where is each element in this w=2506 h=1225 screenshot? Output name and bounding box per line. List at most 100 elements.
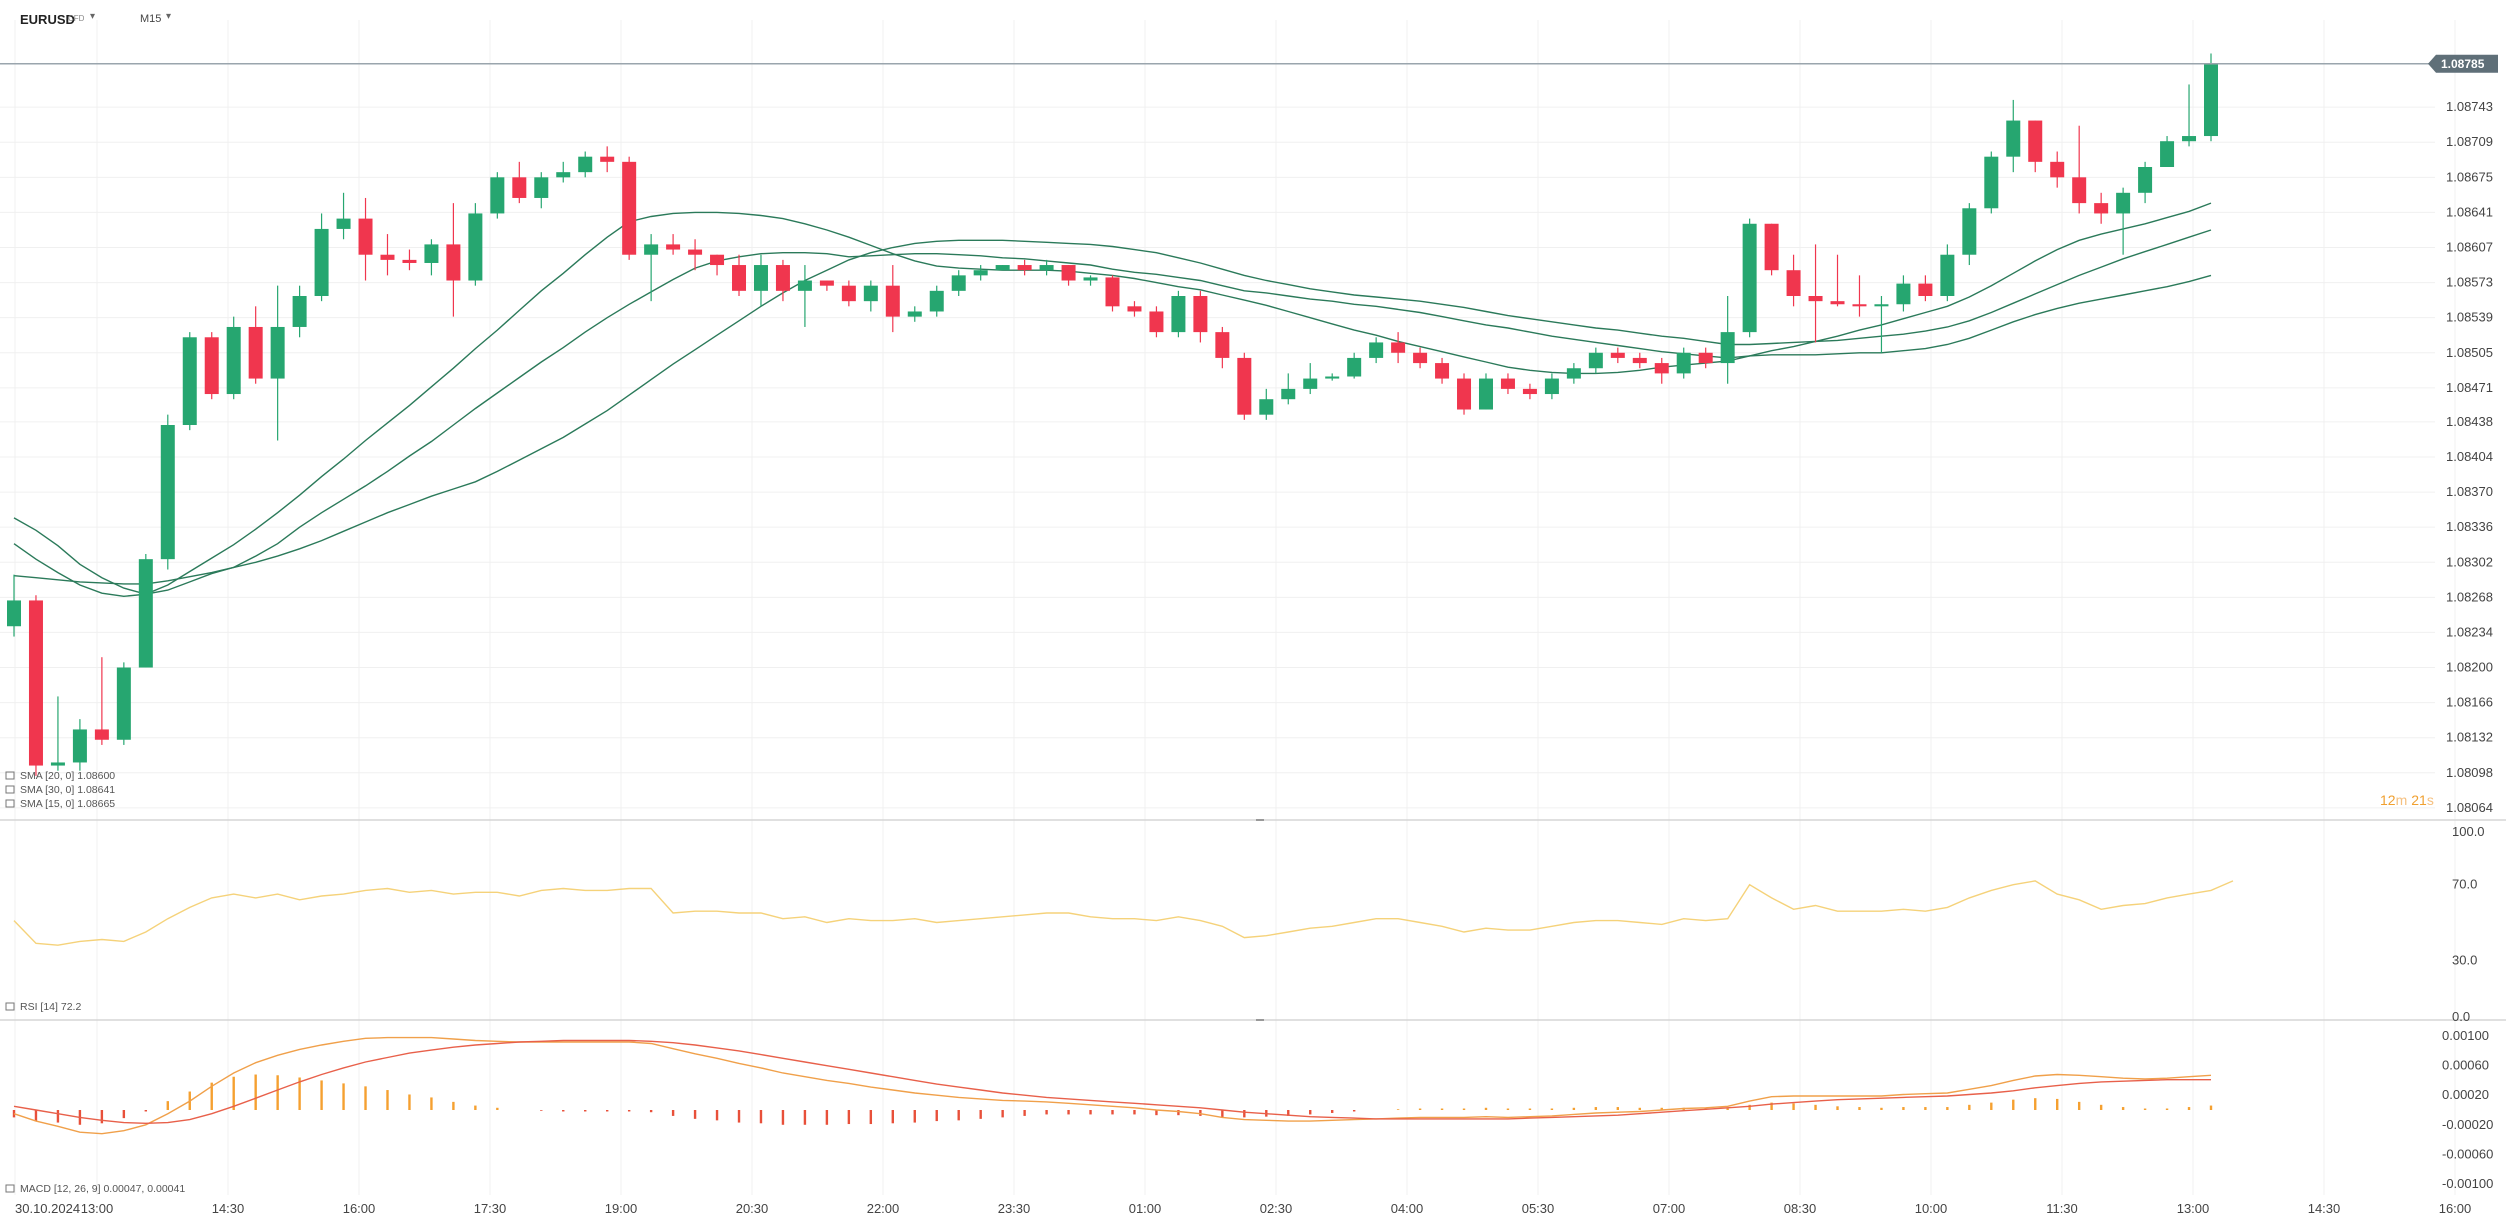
candle-bullish <box>1896 283 1911 305</box>
time-tick-label: 05:30 <box>1522 1201 1555 1216</box>
candle-bearish <box>1061 265 1076 281</box>
candle-bearish <box>2050 161 2065 178</box>
countdown-seconds-unit: s <box>2427 792 2434 808</box>
candle-bearish <box>841 285 856 302</box>
time-tick-label: 16:00 <box>343 1201 376 1216</box>
candle-bearish <box>1457 378 1472 410</box>
rsi-line <box>13 880 2234 946</box>
price-tick-label: 1.08438 <box>2446 414 2493 429</box>
symbol-label[interactable]: EURUSD <box>20 12 75 27</box>
countdown-seconds: 21 <box>2411 792 2427 808</box>
candle-countdown: 12m 21s <box>2380 792 2434 808</box>
sma-15-line <box>13 202 2212 598</box>
candle-bearish <box>1149 311 1164 333</box>
candle-bullish <box>797 280 812 291</box>
sma-20-line <box>13 251 2212 595</box>
candle-bearish <box>94 729 109 740</box>
candle-bullish <box>1940 254 1955 296</box>
candle-bearish <box>819 280 834 286</box>
chevron-down-icon[interactable]: ▾ <box>90 11 96 22</box>
candle-bullish <box>1347 357 1362 377</box>
price-tick-label: 1.08166 <box>2446 695 2493 710</box>
candle-bearish <box>1105 277 1120 307</box>
price-tick-label: 1.08743 <box>2446 99 2493 114</box>
candle-bearish <box>2072 177 2087 204</box>
candle-bullish <box>292 296 307 327</box>
candle-bullish <box>1874 304 1889 307</box>
candle-bearish <box>775 265 790 291</box>
time-tick-label: 30.10.2024 <box>15 1201 80 1216</box>
time-tick-label: 22:00 <box>867 1201 900 1216</box>
price-tick-label: 1.08268 <box>2446 589 2493 604</box>
candle-bearish <box>688 249 703 255</box>
price-tick-label: 1.08098 <box>2446 765 2493 780</box>
time-tick-label: 14:30 <box>2308 1201 2341 1216</box>
price-tick-label: 1.08370 <box>2446 484 2493 499</box>
legend-list-icon[interactable] <box>5 771 15 780</box>
candle-bearish <box>1017 265 1032 271</box>
candle-bullish <box>336 218 351 229</box>
candle-bullish <box>951 275 966 291</box>
macd-tick-label: 0.00060 <box>2442 1058 2489 1073</box>
price-tick-label: 1.08675 <box>2446 169 2493 184</box>
legend-list-icon[interactable] <box>5 799 15 808</box>
candle-bullish <box>468 213 483 281</box>
price-tick-label: 1.08200 <box>2446 660 2493 675</box>
timeframe-label[interactable]: M15 <box>140 13 162 25</box>
legend-rsi: RSI [14] 72.2 <box>5 1001 81 1013</box>
rsi-tick-label: 0.0 <box>2452 1009 2470 1024</box>
countdown-minutes-unit: m <box>2396 792 2408 808</box>
time-tick-label: 20:30 <box>736 1201 769 1216</box>
candle-bullish <box>2138 167 2153 193</box>
candle-bearish <box>1632 357 1647 364</box>
candle-bullish <box>314 228 329 296</box>
price-tick-label: 1.08573 <box>2446 275 2493 290</box>
candle-bullish <box>1083 277 1098 281</box>
time-tick-label: 19:00 <box>605 1201 638 1216</box>
candlestick-series <box>7 53 2218 776</box>
candle-bullish <box>973 270 988 276</box>
time-tick-label: 07:00 <box>1653 1201 1686 1216</box>
candle-bullish <box>2182 136 2197 142</box>
chevron-down-icon[interactable]: ▾ <box>166 11 172 22</box>
candle-bearish <box>1786 270 1801 296</box>
legend-list-icon[interactable] <box>5 785 15 794</box>
candle-bearish <box>1764 223 1779 271</box>
price-tag: 1.08785 <box>2428 54 2498 73</box>
legend-list-icon[interactable] <box>5 1002 15 1011</box>
sma-30-line <box>13 229 2212 585</box>
price-tick-label: 1.08709 <box>2446 134 2493 149</box>
symbol-type-label: CFD <box>68 14 85 23</box>
time-tick-label: 02:30 <box>1260 1201 1293 1216</box>
pane-separators <box>0 819 2506 1021</box>
legend-sma-30: SMA [30, 0] 1.08641 <box>20 784 115 796</box>
candle-bullish <box>50 762 65 766</box>
candle-bearish <box>1918 283 1933 296</box>
candle-bullish <box>1478 378 1493 410</box>
time-tick-label: 08:30 <box>1784 1201 1817 1216</box>
candle-bearish <box>1830 301 1845 305</box>
price-tag-shape <box>2428 54 2498 73</box>
price-tick-label: 1.08539 <box>2446 310 2493 325</box>
candle-bullish <box>270 326 285 379</box>
legend-list-icon[interactable] <box>5 1184 15 1193</box>
candle-bullish <box>1962 208 1977 255</box>
candle-bullish <box>1171 296 1186 333</box>
candle-bullish <box>2160 141 2175 167</box>
candle-bearish <box>1852 304 1867 307</box>
candle-bullish <box>1676 352 1691 374</box>
candle-bullish <box>1742 223 1757 333</box>
candle-bearish <box>1215 332 1230 358</box>
candle-bearish <box>1654 363 1669 374</box>
candle-bullish <box>1039 265 1054 271</box>
candle-bearish <box>446 244 461 281</box>
candle-bearish <box>1391 342 1406 353</box>
candle-bullish <box>2204 63 2218 137</box>
candle-bearish <box>1610 352 1625 358</box>
price-tick-label: 1.08471 <box>2446 380 2493 395</box>
candle-bullish <box>1303 378 1318 389</box>
candle-bullish <box>644 244 659 255</box>
time-tick-label: 13:00 <box>2177 1201 2210 1216</box>
candle-bearish <box>512 177 527 198</box>
